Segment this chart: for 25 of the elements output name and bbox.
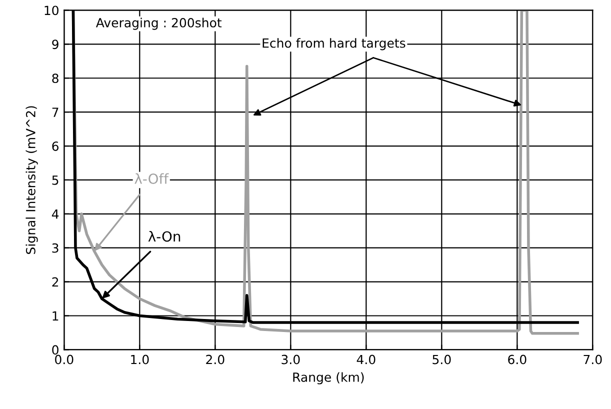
- y-tick-label: 4: [52, 210, 59, 219]
- text: λ-On: [148, 230, 180, 242]
- x-tick-label: 5.0: [432, 354, 451, 364]
- x-tick-label: 3.0: [282, 354, 300, 364]
- x-axis-title: Range (km): [293, 372, 364, 384]
- x-tick-label: 4.0: [356, 354, 376, 364]
- y-tick-label: 7: [52, 108, 58, 117]
- annotation: Echo from hard targets: [262, 38, 406, 50]
- y-tick-label: 5: [52, 176, 58, 185]
- y-tick-label: 9: [52, 40, 58, 50]
- y-tick-label: 0: [52, 345, 58, 355]
- x-tick-label: 7.0: [584, 354, 602, 364]
- x-tick-label: 0.0: [55, 354, 74, 364]
- y-tick-label: 6: [52, 141, 59, 151]
- text: λ-Off: [134, 173, 169, 184]
- annotation: Averaging : 200shot: [96, 18, 222, 30]
- x-tick-label: 6.0: [508, 354, 526, 364]
- y-tick-label: 10: [44, 6, 58, 16]
- x-tick-label: 1.0: [131, 354, 149, 364]
- y-axis-title: Signal Intensity (mV^2): [26, 106, 38, 254]
- y-tick-label: 1: [52, 311, 58, 320]
- y-tick-label: 2: [52, 277, 58, 287]
- y-tick-label: 3: [52, 243, 58, 253]
- y-tick-label: 8: [52, 74, 58, 84]
- x-tick-label: 2.0: [206, 354, 224, 364]
